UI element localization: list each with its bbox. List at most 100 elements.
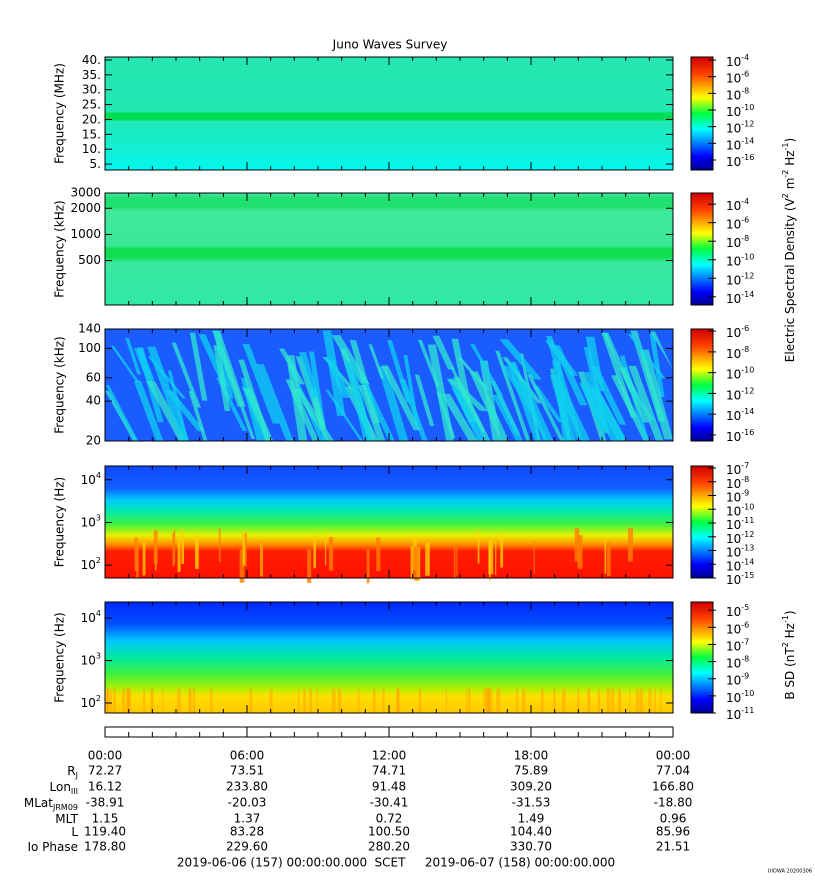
ephemeris-value: 72.27 <box>88 764 122 778</box>
colorbar-title-text: ) <box>783 138 797 143</box>
colorbar-tick-label-sup: -14 <box>741 136 754 145</box>
texture <box>309 688 312 713</box>
ephemeris-label: Io Phase <box>27 840 78 854</box>
ephemeris-value: 100.50 <box>368 825 410 839</box>
y-tick-label: 40 <box>86 394 101 408</box>
colorbar-tick-label-base: 10 <box>726 673 741 687</box>
emission-streak <box>492 394 524 441</box>
plot-title: Juno Waves Survey <box>332 38 448 52</box>
emission-streak <box>189 332 208 401</box>
colorbar-tick-label-sup: -16 <box>741 427 754 436</box>
emission-streak <box>499 339 542 380</box>
colorbar-tick-label-sup: -7 <box>741 461 749 470</box>
texture <box>597 688 601 713</box>
texture <box>162 688 164 713</box>
burst <box>604 540 607 574</box>
colorbar-tick-label-base: 10 <box>726 690 741 704</box>
emission-streak <box>619 367 651 423</box>
burst <box>195 535 199 569</box>
texture <box>561 688 566 713</box>
emission-streak <box>549 374 577 441</box>
colorbar-tick-label: 10-16 <box>726 152 754 168</box>
ephemeris-value: 73.51 <box>230 764 264 778</box>
texture <box>189 688 192 713</box>
ephemeris-label-base: Io Phase <box>27 840 78 854</box>
colorbar-tick-label-sup: -14 <box>741 557 754 566</box>
colorbar-tick-label-sup: -10 <box>741 688 754 697</box>
texture <box>587 688 590 713</box>
colorbar-title-text: ) <box>783 610 797 615</box>
emission-streak <box>286 355 308 441</box>
burst <box>606 542 611 577</box>
burst <box>456 542 458 576</box>
y-tick-label: 25. <box>82 97 101 111</box>
y-tick-label-sup: 4 <box>96 609 101 618</box>
y-tick-label: 20. <box>82 112 101 126</box>
emission-streak <box>628 365 664 441</box>
colorbar-tick-label-sup: -10 <box>741 502 754 511</box>
colorbar-tick-label-base: 10 <box>726 254 741 268</box>
texture <box>619 688 622 713</box>
ephemeris-value: 74.71 <box>372 764 406 778</box>
y-tick-label-base: 10 <box>81 472 96 486</box>
burst <box>307 549 312 583</box>
colorbar-tick-label-base: 10 <box>726 573 741 587</box>
ephemeris-value: 77.04 <box>656 764 690 778</box>
ephemeris-value: 1.15 <box>92 812 119 826</box>
colorbar-tick-label: 10-8 <box>726 474 749 490</box>
ephemeris-value: 1.37 <box>234 812 261 826</box>
time-system: SCET <box>375 856 407 870</box>
emission-streak <box>292 388 335 441</box>
ephemeris-value: -20.03 <box>228 796 267 810</box>
y-tick-label-sup: 2 <box>96 556 101 565</box>
colorbar-tick-label-base: 10 <box>726 476 741 490</box>
colorbar-tick-label-base: 10 <box>726 639 741 653</box>
ephemeris-value: 166.80 <box>652 780 694 794</box>
texture <box>483 688 487 713</box>
start-time: 2019-06-06 (157) 00:00:00.000 <box>177 856 367 870</box>
emission-streak <box>627 333 666 379</box>
colorbar-tick-label: 10-8 <box>726 86 749 102</box>
colorbar-tick-label-sup: -10 <box>741 252 754 261</box>
credit: UIOWA 20200306 <box>768 869 812 875</box>
emission-streak <box>527 374 565 441</box>
burst <box>574 528 580 562</box>
colorbar-tick-label-base: 10 <box>726 622 741 636</box>
y-tick-label-sup: 3 <box>96 513 101 522</box>
colorbar-tick-label-sup: -12 <box>741 529 754 538</box>
colorbar-tick-label-base: 10 <box>726 88 741 102</box>
ephemeris-value: 309.20 <box>510 780 552 794</box>
colorbar <box>690 465 714 579</box>
colorbar-tick-label-sup: -12 <box>741 119 754 128</box>
ephemeris-value: 16.12 <box>88 780 122 794</box>
texture <box>639 688 644 713</box>
y-tick-label-base: 5. <box>90 157 101 171</box>
ephemeris-label-base: MLat <box>24 796 53 810</box>
emission-streak <box>585 336 605 392</box>
y-tick-label-base: 10 <box>81 611 96 625</box>
burst <box>181 530 184 564</box>
y-tick-label: 2000 <box>70 201 101 215</box>
emission-streak <box>451 338 472 406</box>
emission-streak <box>368 344 385 379</box>
texture <box>468 688 471 713</box>
emission-streak <box>414 374 435 426</box>
colorbar-tick-label-sup: -6 <box>741 620 749 629</box>
colorbar-tick-label: 10-5 <box>726 603 749 619</box>
burst <box>425 542 430 576</box>
texture <box>552 688 556 713</box>
colorbar-tick-label: 10-11 <box>726 706 754 722</box>
colorbar-tick-label-base: 10 <box>726 273 741 287</box>
burst <box>495 541 497 575</box>
colorbar-tick-label: 10-8 <box>726 654 749 670</box>
burst <box>577 535 583 569</box>
y-tick-label: 102 <box>81 693 101 709</box>
colorbar-tick-label-sup: -4 <box>741 197 749 206</box>
colorbar-tick-label: 10-6 <box>726 620 749 636</box>
y-axis-label: Frequency (kHz) <box>53 336 67 433</box>
emission-streak <box>110 345 140 382</box>
texture <box>606 688 611 713</box>
colorbar-title: B SD (nT2 Hz-1) <box>781 610 797 699</box>
colorbar-tick-label-sup: -12 <box>741 386 754 395</box>
colorbar-tick-label-base: 10 <box>726 138 741 152</box>
